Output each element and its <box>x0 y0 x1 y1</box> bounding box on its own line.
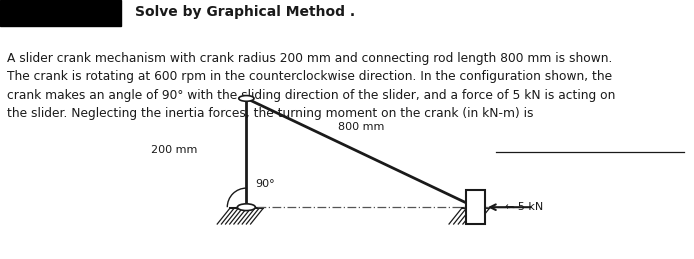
FancyBboxPatch shape <box>466 190 485 224</box>
Text: 90°: 90° <box>255 179 275 189</box>
Text: 800 mm: 800 mm <box>338 122 384 132</box>
Text: ← 5 kN: ← 5 kN <box>505 202 543 212</box>
Circle shape <box>239 96 254 101</box>
Text: A slider crank mechanism with crank radius 200 mm and connecting rod length 800 : A slider crank mechanism with crank radi… <box>7 52 616 120</box>
Text: 200 mm: 200 mm <box>151 145 198 155</box>
Circle shape <box>237 204 255 211</box>
Bar <box>0 0 121 26</box>
Text: Solve by Graphical Method .: Solve by Graphical Method . <box>135 5 355 19</box>
